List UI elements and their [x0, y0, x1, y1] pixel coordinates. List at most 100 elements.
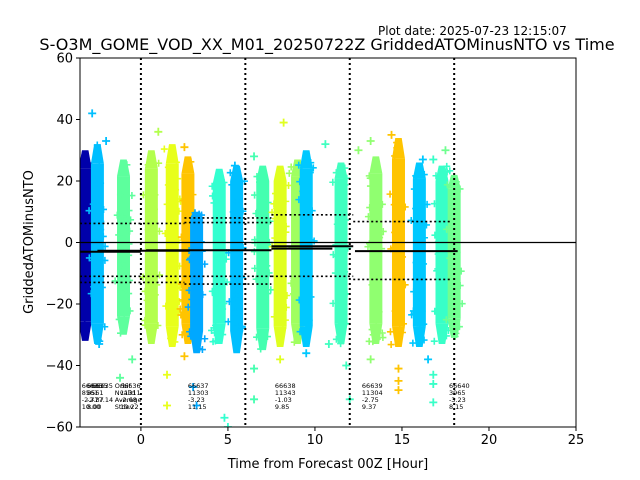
data-point: [97, 226, 105, 234]
data-point: [449, 231, 457, 239]
data-point: [418, 307, 426, 315]
data-point: [373, 252, 381, 260]
data-point: [277, 310, 285, 318]
data-point: [418, 188, 426, 196]
stat-label: 66635: [92, 382, 113, 390]
data-point: [174, 175, 182, 183]
swath-body: [90, 163, 104, 324]
data-point: [201, 260, 209, 268]
data-point: [375, 308, 383, 316]
data-point: [151, 291, 159, 299]
swath-cap: [190, 211, 204, 218]
data-point: [150, 205, 158, 213]
outlier-point: [163, 370, 172, 379]
data-point: [303, 302, 311, 310]
data-point: [172, 186, 180, 194]
data-point: [307, 293, 315, 301]
data-point: [439, 230, 447, 238]
data-point: [282, 222, 290, 230]
data-point: [228, 181, 236, 189]
data-point: [162, 302, 170, 310]
swath-cap: [273, 165, 287, 181]
data-point: [418, 301, 426, 309]
data-point: [80, 212, 86, 220]
data-point: [267, 286, 275, 294]
data-point: [223, 278, 231, 286]
data-swath: [250, 165, 275, 353]
data-point: [374, 214, 382, 222]
data-point: [390, 201, 398, 209]
data-point: [190, 237, 198, 245]
data-point: [170, 222, 178, 230]
data-point: [436, 258, 444, 266]
data-point: [295, 196, 303, 204]
stat-label: -2.68: [120, 396, 137, 404]
swath-cap: [412, 162, 426, 179]
data-point: [101, 242, 109, 250]
data-point: [215, 302, 223, 310]
data-point: [177, 233, 185, 241]
data-point: [185, 286, 193, 294]
swath-cap: [299, 150, 313, 169]
data-point: [308, 207, 316, 215]
data-point: [175, 207, 183, 215]
data-point: [144, 226, 152, 234]
data-point: [433, 267, 441, 275]
stat-label: 66638: [275, 382, 296, 390]
data-point: [92, 210, 100, 218]
data-point: [287, 279, 295, 287]
data-point: [97, 179, 105, 187]
data-point: [224, 318, 232, 326]
data-point: [90, 283, 98, 291]
outlier-point: [429, 155, 438, 164]
stat-label: 8561: [82, 389, 99, 397]
stat-label: 66635: [82, 382, 103, 390]
chart-title: S-O3M_GOME_VOD_XX_M01_20250722Z GriddedA…: [39, 35, 614, 55]
x-tick-label: 15: [394, 433, 411, 448]
swath-body: [80, 168, 92, 322]
data-point: [177, 280, 185, 288]
data-point: [143, 296, 151, 304]
data-point: [265, 269, 273, 277]
swath-cap: [90, 144, 104, 164]
data-point: [457, 267, 465, 275]
data-point: [414, 230, 422, 238]
stat-label: -17.14: [92, 396, 113, 404]
data-point: [339, 207, 347, 215]
data-point: [183, 188, 191, 196]
stat-label: Average: [115, 396, 142, 404]
data-point: [117, 268, 125, 276]
data-point: [278, 292, 286, 300]
stat-label: 10.00: [82, 403, 101, 411]
data-point: [218, 257, 226, 265]
data-point: [301, 224, 309, 232]
data-point: [80, 227, 82, 230]
data-point: [412, 205, 420, 213]
data-point: [219, 305, 227, 313]
data-point: [139, 273, 147, 281]
stat-label: -1.03: [275, 396, 292, 404]
data-point: [256, 206, 264, 214]
data-point: [366, 204, 374, 212]
data-point: [125, 251, 133, 259]
data-point: [304, 289, 312, 297]
data-point: [81, 265, 89, 273]
data-point: [450, 259, 458, 267]
swath-cap: [369, 323, 383, 344]
stat-label: 8561: [87, 389, 104, 397]
data-point: [300, 169, 308, 177]
data-point: [164, 163, 172, 171]
data-point: [365, 240, 373, 248]
data-point: [251, 264, 259, 272]
swath-cap: [230, 165, 244, 181]
data-point: [197, 238, 205, 246]
data-point: [80, 197, 87, 205]
y-tick-label: 0: [65, 236, 73, 251]
data-point: [127, 216, 135, 224]
data-point: [431, 231, 439, 239]
data-point: [80, 193, 85, 201]
data-swath: [329, 162, 352, 348]
stat-label: Nvalid: [115, 389, 135, 397]
swath-cap: [117, 316, 131, 335]
